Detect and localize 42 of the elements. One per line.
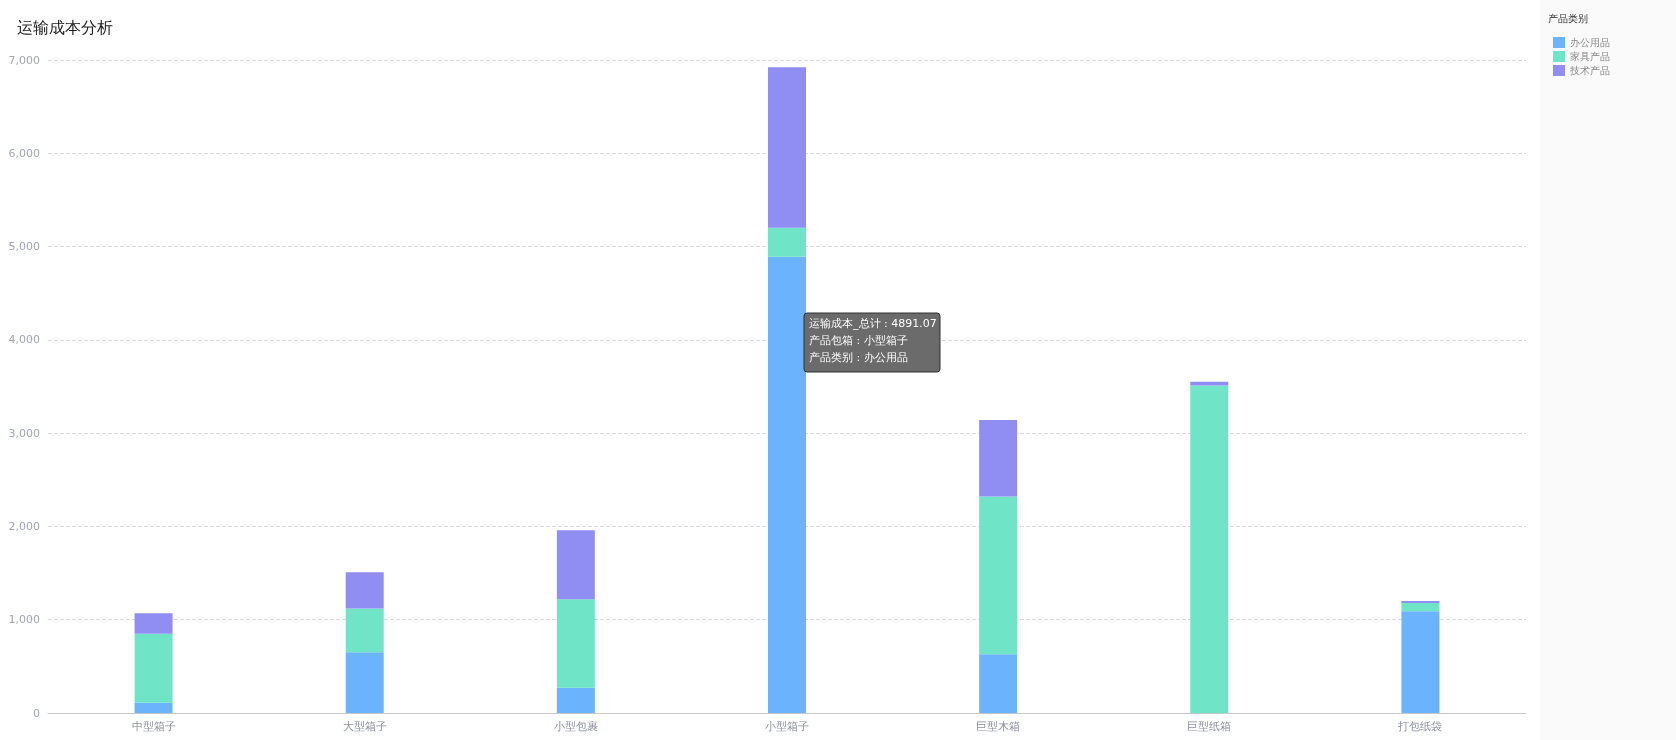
bar bbox=[134, 633, 173, 703]
y-tick-label: 2,000 bbox=[8, 519, 40, 533]
bar bbox=[1401, 602, 1440, 612]
y-tick-label: 1,000 bbox=[8, 613, 40, 627]
y-tick-label: 0 bbox=[33, 706, 40, 720]
bar bbox=[345, 652, 384, 713]
bar bbox=[556, 599, 595, 688]
annotation: 产品包箱 : 小型箱子 bbox=[809, 334, 908, 347]
bar bbox=[979, 420, 1018, 497]
bar bbox=[134, 702, 173, 713]
y-tick-label: 3,000 bbox=[8, 426, 40, 440]
bar bbox=[979, 654, 1018, 713]
bar bbox=[768, 227, 806, 257]
bar bbox=[768, 67, 806, 228]
x-tick-label: 打包纸袋 bbox=[1397, 720, 1443, 733]
y-tick-label: 4,000 bbox=[8, 333, 40, 347]
legend-label: 办公用品 bbox=[1570, 37, 1610, 48]
y-tick-label: 7,000 bbox=[8, 53, 40, 67]
bar bbox=[134, 613, 173, 634]
bar bbox=[1190, 385, 1229, 713]
legend-label: 技术产品 bbox=[1569, 65, 1610, 76]
bar bbox=[768, 256, 806, 713]
bar bbox=[1190, 381, 1229, 386]
annotation: 产品类别 : 办公用品 bbox=[809, 351, 908, 364]
x-tick-label: 巨型纸箱 bbox=[1187, 720, 1232, 733]
bar bbox=[1401, 611, 1440, 713]
bar bbox=[345, 608, 384, 653]
x-tick-label: 小型箱子 bbox=[765, 720, 809, 733]
bar bbox=[556, 530, 595, 600]
legend-title: 产品类别 bbox=[1548, 12, 1588, 24]
chart-title: 运输成本分析 bbox=[17, 17, 113, 37]
bar bbox=[556, 687, 595, 713]
x-tick-label: 巨型木箱 bbox=[976, 720, 1021, 733]
annotation: 运输成本_总计 : 4891.07 bbox=[809, 317, 937, 330]
bar bbox=[345, 572, 384, 609]
legend-label: 家具产品 bbox=[1570, 51, 1610, 62]
y-tick-label: 6,000 bbox=[8, 146, 40, 160]
x-tick-label: 大型箱子 bbox=[342, 720, 387, 733]
y-tick-label: 5,000 bbox=[8, 240, 40, 254]
bar bbox=[979, 496, 1018, 655]
x-tick-label: 小型包裹 bbox=[553, 720, 598, 733]
x-tick-label: 中型箱子 bbox=[131, 720, 176, 733]
